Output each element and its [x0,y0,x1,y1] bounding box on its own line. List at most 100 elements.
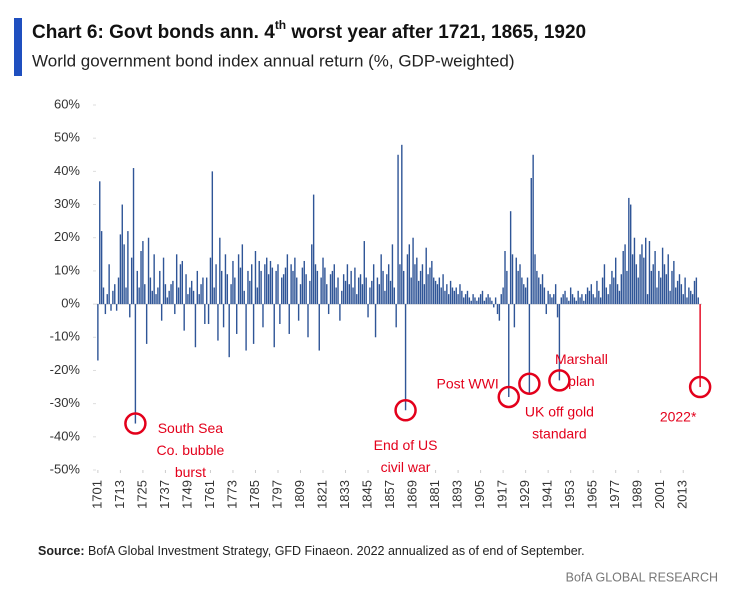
bar [410,277,412,305]
annotation-text: 2022* [660,409,697,425]
bar [448,294,450,305]
bar [271,267,274,305]
bar [153,254,155,305]
bar [481,290,484,305]
bar [132,168,135,305]
bar [361,284,364,305]
bar [682,294,684,305]
bar [491,300,493,305]
bar [581,294,583,305]
bar [222,304,225,328]
bar [436,284,439,305]
bar [386,274,388,305]
bar [262,304,264,328]
bar [583,300,585,305]
bar [474,297,476,305]
bar [506,270,508,305]
bar [579,297,581,305]
bar [526,277,529,305]
x-tick-label: 1917 [495,480,510,509]
bar [425,247,427,305]
bar [446,284,448,305]
bar [558,304,561,381]
bar [224,254,227,305]
x-tick-label: 1773 [224,480,239,509]
bar [513,304,516,328]
bar [536,270,538,305]
bar [320,277,322,305]
bar [616,284,619,305]
bar [115,304,118,311]
bar [517,270,519,305]
bar [601,277,604,305]
bar [551,297,553,305]
bar [157,287,159,305]
bar [217,304,219,341]
bar [637,277,639,305]
bar [487,294,489,305]
bar [699,304,701,388]
bar [402,270,405,305]
bar [99,181,101,305]
bar [633,237,636,305]
bar [245,304,247,351]
bar [144,284,146,305]
bar [519,264,521,305]
bar [162,257,165,305]
bar [339,304,341,321]
bar [307,304,309,338]
bar [275,270,277,305]
bar [187,294,189,305]
bar [646,294,649,305]
bar [489,297,491,305]
bar [356,294,358,305]
bar [367,304,369,318]
bar [449,280,452,305]
bar [440,287,442,305]
bar [108,264,110,305]
bar [147,237,150,305]
bar [521,277,523,305]
bar [652,264,654,305]
bar [691,294,694,305]
title-accent [14,18,22,76]
x-tick-label: 1893 [450,480,465,509]
bar [247,270,249,305]
bar [243,290,245,305]
bar [100,231,103,305]
annotation-text: UK off gold [525,403,594,419]
bar [209,257,212,305]
bar [140,251,142,305]
bar [189,287,191,305]
bar [269,260,272,305]
bar [438,277,441,305]
y-tick-label: 50% [54,130,80,145]
x-tick-label: 1965 [585,480,600,509]
y-tick-label: 0% [61,296,80,311]
bar [554,284,557,305]
bar [472,294,474,305]
bar [273,304,275,348]
bar [656,287,658,305]
bar [590,284,593,305]
bar [493,304,495,308]
bar [631,254,634,305]
bar [427,274,429,305]
bar [213,287,215,305]
bar [663,264,666,305]
bar [290,264,292,305]
x-tick-label: 2001 [652,480,667,509]
bar [684,277,686,305]
bar [226,274,229,305]
bar [524,287,527,305]
annotation-text: Marshall [555,351,608,367]
bar [205,277,208,305]
bar [211,171,214,305]
bar [417,280,420,305]
bar [442,274,444,305]
x-tick-label: 1905 [472,480,487,509]
x-tick-label: 1809 [292,480,307,509]
bar [363,241,365,305]
bar [391,244,394,305]
bar [553,294,555,305]
